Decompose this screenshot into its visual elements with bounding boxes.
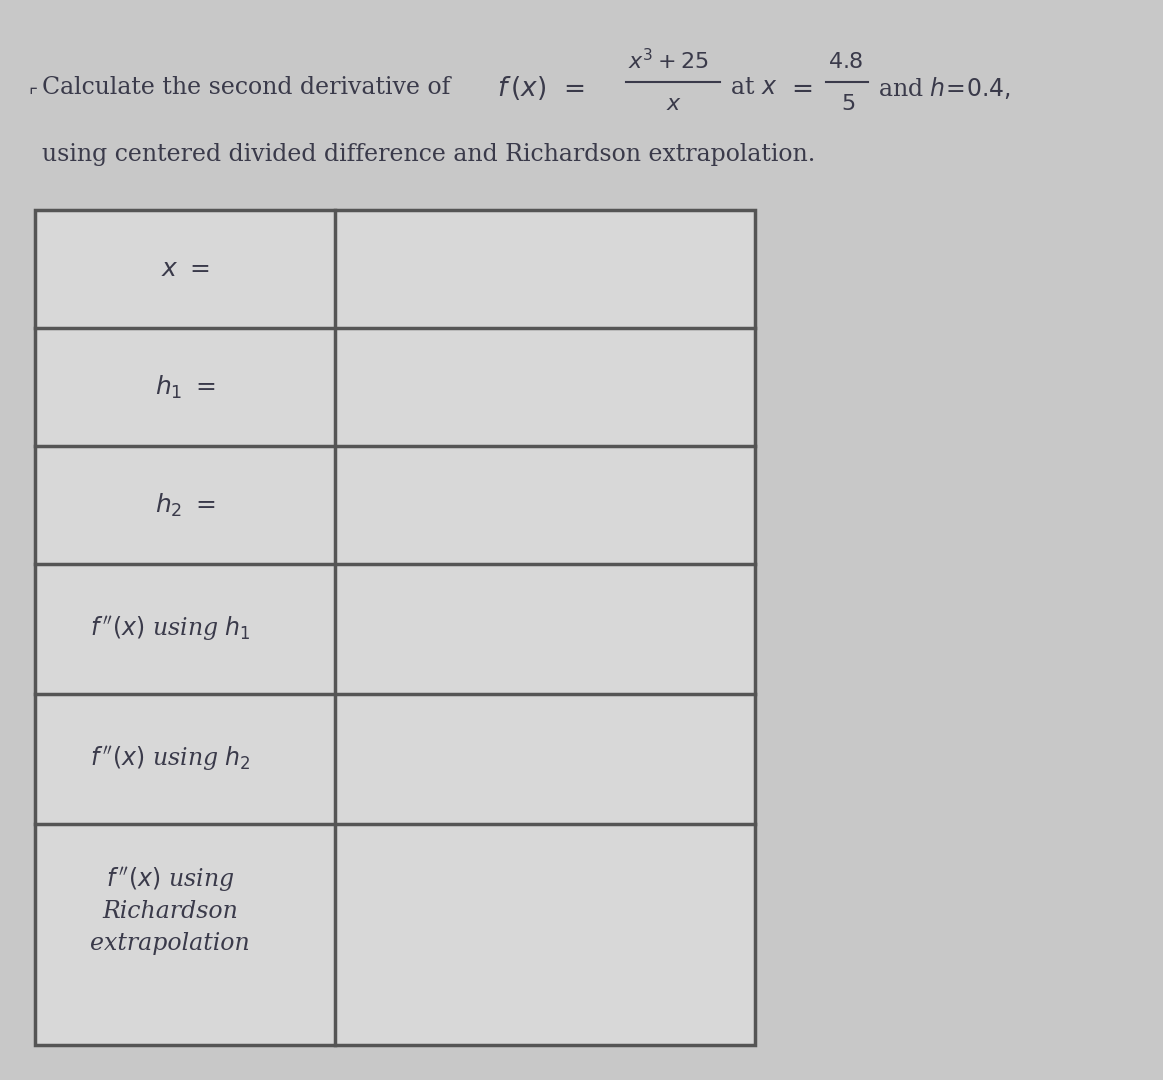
Text: Richardson: Richardson	[102, 900, 238, 923]
Text: at $x$: at $x$	[730, 77, 777, 99]
Text: $\ulcorner$: $\ulcorner$	[28, 87, 38, 105]
Text: $f\,''(x)$ using: $f\,''(x)$ using	[106, 865, 234, 894]
Text: $f\,''(x)$ using $h_1$: $f\,''(x)$ using $h_1$	[90, 615, 250, 644]
Text: $x$ $=$: $x$ $=$	[160, 257, 209, 281]
Text: $x^3+25$: $x^3+25$	[628, 50, 709, 75]
Text: using centered divided difference and Richardson extrapolation.: using centered divided difference and Ri…	[42, 144, 815, 166]
Text: Calculate the second derivative of: Calculate the second derivative of	[42, 77, 450, 99]
Text: $5$: $5$	[841, 93, 855, 114]
Text: $=$: $=$	[558, 76, 584, 100]
Text: extrapolation: extrapolation	[90, 932, 250, 955]
Bar	[35, 210, 755, 1045]
Text: $4.8$: $4.8$	[828, 51, 863, 73]
Text: $x$: $x$	[666, 93, 682, 114]
Bar	[35, 210, 755, 1045]
Text: $h_2$ $=$: $h_2$ $=$	[155, 491, 215, 518]
Text: $=$: $=$	[786, 76, 813, 100]
Text: $f\,(x)$: $f\,(x)$	[497, 75, 547, 102]
Text: and $h\!=\!0.4,$: and $h\!=\!0.4,$	[878, 75, 1011, 102]
Text: $h_1$ $=$: $h_1$ $=$	[155, 374, 215, 401]
Text: $f\,''(x)$ using $h_2$: $f\,''(x)$ using $h_2$	[90, 745, 250, 773]
